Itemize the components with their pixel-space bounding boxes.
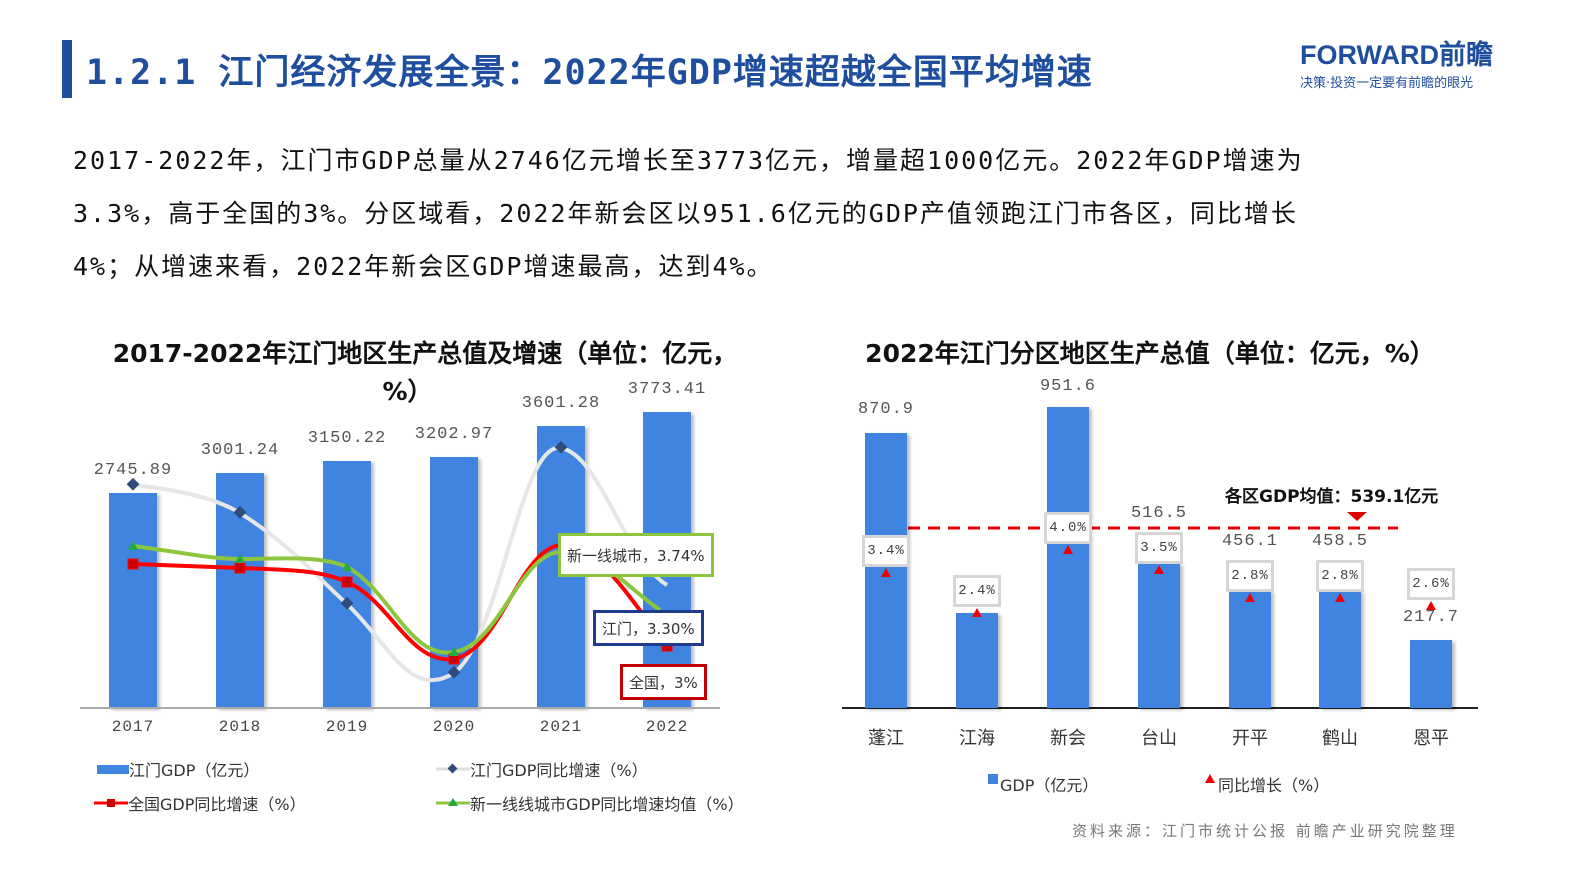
callout-new-tier1: 新一线城市，3.74% bbox=[558, 533, 714, 577]
growth-label-taishan: 3.5% bbox=[1135, 532, 1183, 564]
summary-paragraph: 2017-2022年，江门市GDP总量从2746亿元增长至3773亿元，增量超1… bbox=[73, 134, 1503, 293]
legend-district-gdp: GDP（亿元） bbox=[988, 772, 1098, 796]
callout-national: 全国，3% bbox=[620, 664, 707, 700]
average-marker-icon bbox=[1347, 512, 1367, 521]
growth-triangle-icon bbox=[881, 568, 891, 577]
x-label-heshan: 鹤山 bbox=[1322, 728, 1358, 749]
bar-xinhui bbox=[1047, 407, 1089, 708]
value-label-2017: 2745.89 bbox=[93, 461, 173, 480]
bar-taishan bbox=[1138, 563, 1180, 708]
source-note: 资料来源：江门市统计公报 前瞻产业研究院整理 bbox=[1072, 822, 1458, 840]
growth-triangle-icon bbox=[1426, 601, 1436, 610]
new-tier1-markers bbox=[128, 541, 459, 656]
x-label-2018: 2018 bbox=[218, 718, 262, 736]
bar-jianghai bbox=[956, 613, 998, 708]
legend-bar-swatch bbox=[988, 774, 998, 784]
summary-line-3: 4%；从增速来看，2022年新会区GDP增速最高，达到4%。 bbox=[73, 252, 774, 281]
logo-main-text: FORWARD前瞻 bbox=[1300, 40, 1493, 70]
x-label-kaiping: 开平 bbox=[1232, 728, 1268, 749]
x-label-2021: 2021 bbox=[539, 718, 583, 736]
value-label-pengjiang: 870.9 bbox=[857, 400, 914, 419]
page-title: 1.2.1 江门经济发展全景：2022年GDP增速超越全国平均增速 bbox=[86, 53, 1093, 93]
growth-triangle-icon bbox=[1335, 593, 1345, 602]
callout-jiangmen: 江门，3.30% bbox=[593, 610, 704, 646]
bar-heshan bbox=[1319, 590, 1361, 708]
logo-tagline: 决策·投资一定要有前瞻的眼光 bbox=[1300, 76, 1474, 91]
right-chart-lines bbox=[842, 512, 1478, 709]
growth-triangle-icon bbox=[1063, 545, 1073, 554]
legend-triangle-icon bbox=[436, 798, 470, 806]
legend-triangle-icon bbox=[1205, 774, 1215, 783]
growth-label-jianghai: 2.4% bbox=[953, 575, 1001, 607]
legend-diamond-icon bbox=[436, 763, 470, 774]
value-label-2021: 3601.28 bbox=[521, 394, 601, 413]
x-label-2020: 2020 bbox=[432, 718, 476, 736]
value-label-2022: 3773.41 bbox=[627, 380, 707, 399]
growth-triangle-icon bbox=[1154, 565, 1164, 574]
bar-enping bbox=[1410, 640, 1452, 708]
average-annotation: 各区GDP均值：539.1亿元 bbox=[1225, 487, 1439, 507]
x-label-xinhui: 新会 bbox=[1050, 728, 1086, 749]
title-accent-bar bbox=[62, 40, 72, 98]
x-label-2022: 2022 bbox=[645, 718, 689, 736]
left-chart-title: 2017-2022年江门地区生产总值及增速（单位：亿元， %） bbox=[80, 334, 770, 408]
forward-logo: FORWARD前瞻 决策·投资一定要有前瞻的眼光 bbox=[1300, 40, 1510, 91]
growth-label-kaiping: 2.8% bbox=[1226, 560, 1274, 592]
x-label-pengjiang: 蓬江 bbox=[868, 728, 904, 749]
growth-label-xinhui: 4.0% bbox=[1044, 512, 1092, 544]
x-label-2019: 2019 bbox=[325, 718, 369, 736]
x-label-jianghai: 江海 bbox=[959, 728, 995, 749]
left-chart-title-line2: %） bbox=[382, 377, 433, 406]
value-label-2020: 3202.97 bbox=[414, 425, 494, 444]
legend-bar-swatch bbox=[97, 764, 129, 774]
growth-label-pengjiang: 3.4% bbox=[862, 535, 910, 567]
x-label-enping: 恩平 bbox=[1413, 728, 1449, 749]
summary-line-2: 3.3%，高于全国的3%。分区域看，2022年新会区以951.6亿元的GDP产值… bbox=[73, 199, 1298, 228]
bar-kaiping bbox=[1229, 590, 1271, 708]
value-label-heshan: 458.5 bbox=[1311, 532, 1368, 551]
legend-jiangmen-growth: 江门GDP同比增速（%） bbox=[436, 757, 648, 781]
growth-label-enping: 2.6% bbox=[1407, 568, 1455, 600]
left-chart-title-line1: 2017-2022年江门地区生产总值及增速（单位：亿元， bbox=[112, 339, 738, 368]
x-label-taishan: 台山 bbox=[1141, 728, 1177, 749]
right-chart-title: 2022年江门分区地区生产总值（单位：亿元，%） bbox=[865, 339, 1435, 368]
growth-triangle-icon bbox=[972, 608, 982, 617]
growth-triangle-icon bbox=[1245, 593, 1255, 602]
value-label-2018: 3001.24 bbox=[200, 441, 280, 460]
value-label-xinhui: 951.6 bbox=[1039, 377, 1096, 396]
bar-2017 bbox=[109, 493, 157, 708]
value-label-kaiping: 456.1 bbox=[1221, 532, 1278, 551]
legend-square-icon bbox=[94, 799, 128, 807]
legend-district-growth: 同比增长（%） bbox=[1205, 772, 1329, 796]
legend-new-tier1-growth: 新一线线城市GDP同比增速均值（%） bbox=[436, 791, 744, 815]
x-label-2017: 2017 bbox=[111, 718, 155, 736]
legend-national-growth: 全国GDP同比增速（%） bbox=[94, 791, 306, 815]
value-label-enping: 217.7 bbox=[1402, 608, 1459, 627]
summary-line-1: 2017-2022年，江门市GDP总量从2746亿元增长至3773亿元，增量超1… bbox=[73, 146, 1304, 175]
jiangmen-markers bbox=[126, 440, 568, 679]
value-label-2019: 3150.22 bbox=[307, 429, 387, 448]
value-label-taishan: 516.5 bbox=[1130, 504, 1187, 523]
growth-label-heshan: 2.8% bbox=[1316, 560, 1364, 592]
legend-jiangmen-gdp: 江门GDP（亿元） bbox=[97, 757, 259, 781]
